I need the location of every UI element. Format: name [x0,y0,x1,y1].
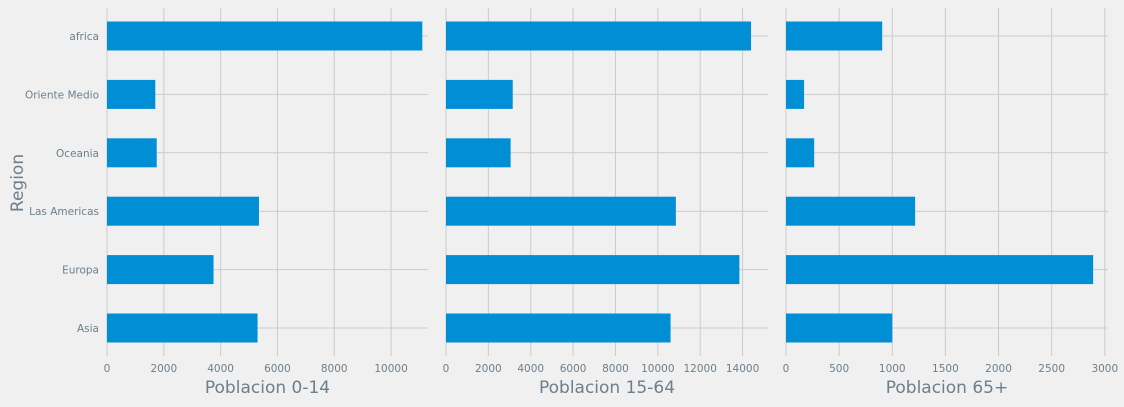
bar-africa [786,21,883,51]
x-tick-label: 4000 [517,363,544,375]
x-tick-label: 6000 [560,363,587,375]
x-tick-label: 500 [829,363,849,375]
bar-asia [786,313,893,343]
bar-asia [446,313,671,343]
x-tick-label: 2000 [150,363,177,375]
bar-europa [107,255,214,285]
x-tick-label: 2500 [1038,363,1065,375]
x-tick-label: 10000 [641,363,674,375]
bar-las-americas [786,196,916,226]
y-tick-label: Oceania [56,148,99,160]
x-axis-label: Poblacion 15-64 [539,378,675,398]
bar-oceania [107,138,157,168]
x-tick-label: 14000 [726,363,759,375]
x-tick-label: 8000 [321,363,348,375]
x-tick-label: 0 [443,363,450,375]
bar-africa [107,21,423,51]
bar-africa [446,21,752,51]
bar-oriente-medio [786,79,805,109]
x-tick-label: 1500 [932,363,959,375]
x-tick-label: 4000 [207,363,234,375]
bar-asia [107,313,258,343]
y-axis-label: Region [8,154,28,212]
y-tick-label: africa [69,31,99,43]
bar-europa [446,255,740,285]
bar-oriente-medio [107,79,156,109]
x-axis-label: Poblacion 65+ [886,378,1009,398]
x-tick-label: 3000 [1091,363,1118,375]
bar-oceania [786,138,815,168]
y-tick-label: Oriente Medio [25,89,99,101]
bar-las-americas [446,196,676,226]
x-tick-label: 12000 [684,363,717,375]
bar-las-americas [107,196,259,226]
bar-oriente-medio [446,79,513,109]
y-tick-label: Europa [62,265,99,277]
x-tick-label: 0 [783,363,790,375]
y-tick-label: Asia [77,323,99,335]
x-tick-label: 0 [104,363,111,375]
x-axis-label: Poblacion 0-14 [205,378,330,398]
x-tick-label: 6000 [264,363,291,375]
x-tick-label: 2000 [475,363,502,375]
x-tick-label: 8000 [602,363,629,375]
x-tick-label: 10000 [374,363,407,375]
y-tick-label: Las Americas [29,206,99,218]
x-tick-label: 1000 [879,363,906,375]
bar-europa [786,255,1094,285]
x-tick-label: 2000 [985,363,1012,375]
bar-oceania [446,138,511,168]
